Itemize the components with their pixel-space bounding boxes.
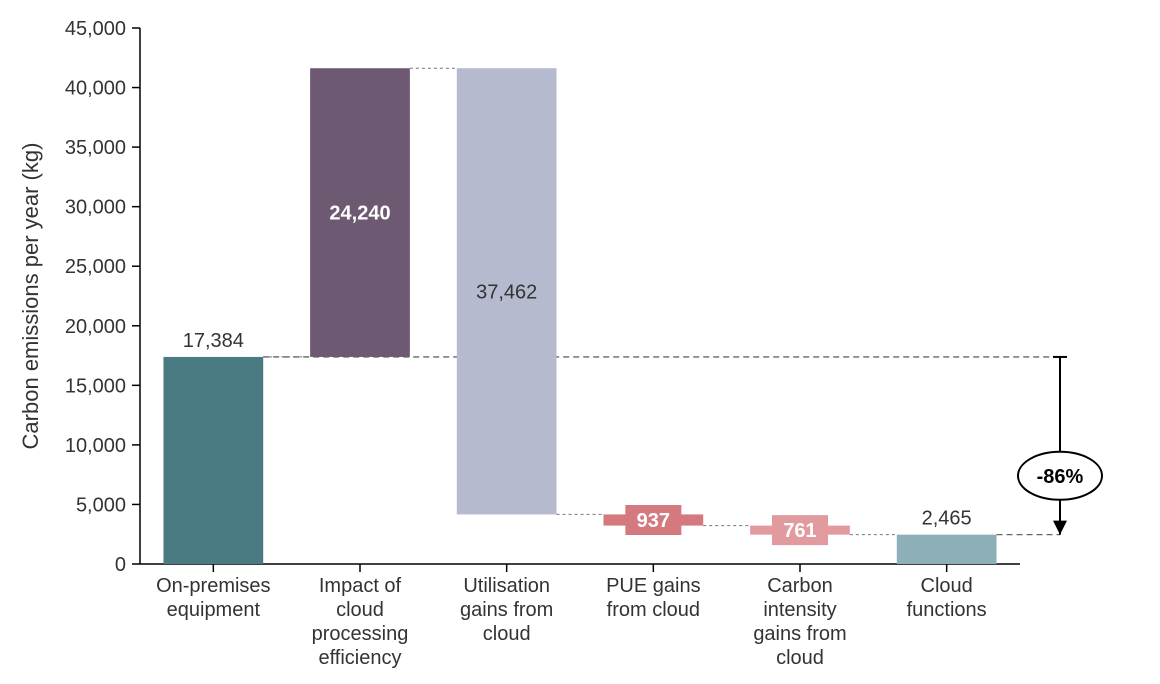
bar-value: 937 <box>637 510 670 532</box>
delta-arrow-head <box>1053 521 1067 535</box>
y-tick-label: 40,000 <box>65 78 126 100</box>
category-label: PUE gainsfrom cloud <box>606 575 701 621</box>
bar <box>163 357 263 564</box>
bar-value: 2,465 <box>922 508 972 530</box>
y-tick-label: 25,000 <box>65 256 126 278</box>
y-tick-label: 15,000 <box>65 375 126 397</box>
y-tick-label: 45,000 <box>65 18 126 40</box>
bar-value: 17,384 <box>183 330 244 352</box>
delta-label: -86% <box>1037 466 1084 488</box>
bar-value: 37,462 <box>476 281 537 303</box>
category-label: Impact ofcloudprocessingefficiency <box>312 575 409 669</box>
bar <box>897 535 997 564</box>
y-tick-label: 30,000 <box>65 197 126 219</box>
y-tick-label: 35,000 <box>65 137 126 159</box>
y-tick-label: 0 <box>115 554 126 576</box>
category-label: On-premisesequipment <box>156 575 270 621</box>
bar-value: 24,240 <box>329 203 390 225</box>
category-label: Carbonintensitygains fromcloud <box>753 575 846 669</box>
chart-svg: 0 5,000 10,000 15,000 20,000 25,000 30,000 35,0… <box>0 0 1160 684</box>
category-label: Utilisationgains fromcloud <box>460 575 553 645</box>
y-tick-label: 5,000 <box>76 494 126 516</box>
y-tick-label: 10,000 <box>65 435 126 457</box>
y-tick-label: 20,000 <box>65 316 126 338</box>
y-axis-title: Carbon emissions per year (kg) <box>18 143 43 450</box>
waterfall-chart: 0 5,000 10,000 15,000 20,000 25,000 30,000 35,0… <box>0 0 1160 684</box>
bar-value: 761 <box>783 520 816 542</box>
category-label: Cloudfunctions <box>907 575 987 621</box>
